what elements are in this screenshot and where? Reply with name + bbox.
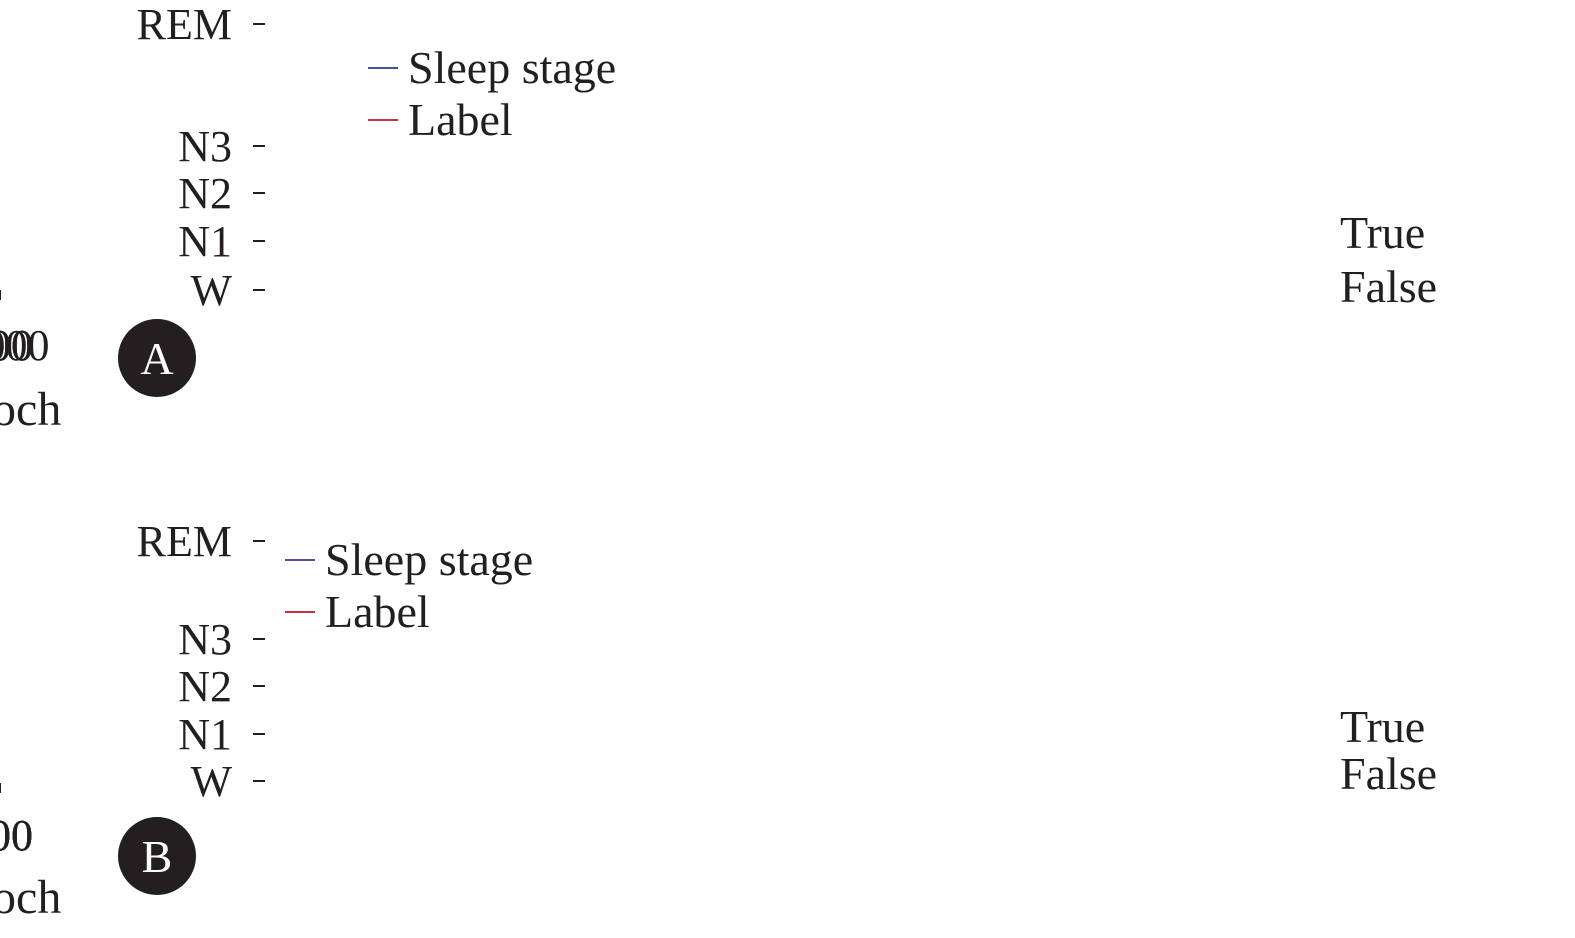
x-tick-label: 200 (0, 811, 33, 860)
x-tick-label: 1 000 (0, 321, 50, 370)
y-tick-label: REM (137, 0, 232, 49)
x-tick-label: 300 (0, 811, 33, 860)
right-label-true: True (1340, 701, 1425, 752)
right-label-false: False (1340, 748, 1437, 799)
panel-badge (118, 817, 196, 895)
x-axis-label: Epoch (0, 871, 61, 924)
panel-letter: B (142, 831, 173, 882)
y-tick-label: REM (137, 517, 232, 566)
x-tick-label: 400 (0, 811, 33, 860)
right-label-false: False (1340, 261, 1437, 312)
right-label-true: True (1340, 207, 1425, 258)
x-tick-label: 600 (0, 811, 33, 860)
x-tick-label: 600 (0, 321, 33, 370)
legend-entry: Label (325, 586, 430, 637)
y-tick-label: N2 (178, 169, 232, 218)
y-tick-label: N3 (178, 615, 232, 664)
x-tick-label: 0 (0, 811, 11, 860)
y-tick-label: N3 (178, 122, 232, 171)
legend-entry: Label (408, 94, 513, 145)
y-tick-label: N2 (178, 662, 232, 711)
x-tick-label: 500 (0, 811, 33, 860)
y-tick-label: W (190, 757, 232, 806)
x-tick-label: 800 (0, 321, 33, 370)
x-tick-label: 400 (0, 321, 33, 370)
x-tick-label: 100 (0, 811, 33, 860)
x-tick-label: 200 (0, 321, 33, 370)
x-tick-label: 0 (0, 321, 11, 370)
x-axis-label: Epoch (0, 383, 61, 436)
legend-entry: Sleep stage (325, 534, 533, 585)
panel-letter: A (140, 333, 173, 384)
y-tick-label: N1 (178, 710, 232, 759)
y-tick-label: W (190, 266, 232, 315)
legend-entry: Sleep stage (408, 42, 616, 93)
y-tick-label: N1 (178, 217, 232, 266)
panel-badge (118, 319, 196, 397)
